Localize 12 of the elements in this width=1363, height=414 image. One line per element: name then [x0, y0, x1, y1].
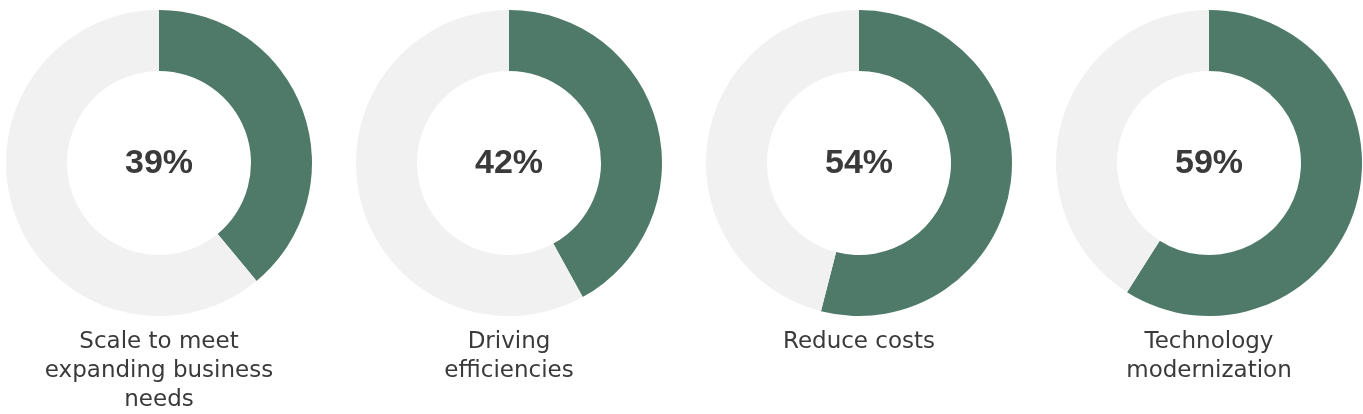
text: Technology modernization: [1126, 327, 1292, 382]
donut-slice: [356, 10, 583, 316]
donut-slice: [1127, 10, 1362, 316]
data-label: 59%: [1174, 142, 1244, 180]
donut-slice: [6, 10, 257, 316]
data-label: 42%: [474, 142, 544, 180]
text: Driving efficiencies: [444, 327, 574, 382]
text: Scale to meet expanding business needs: [44, 327, 274, 411]
data-label: 39%: [124, 142, 194, 180]
text: Reduce costs: [782, 327, 936, 353]
donut-slice: [820, 10, 1012, 316]
data-label: 54%: [824, 142, 894, 180]
